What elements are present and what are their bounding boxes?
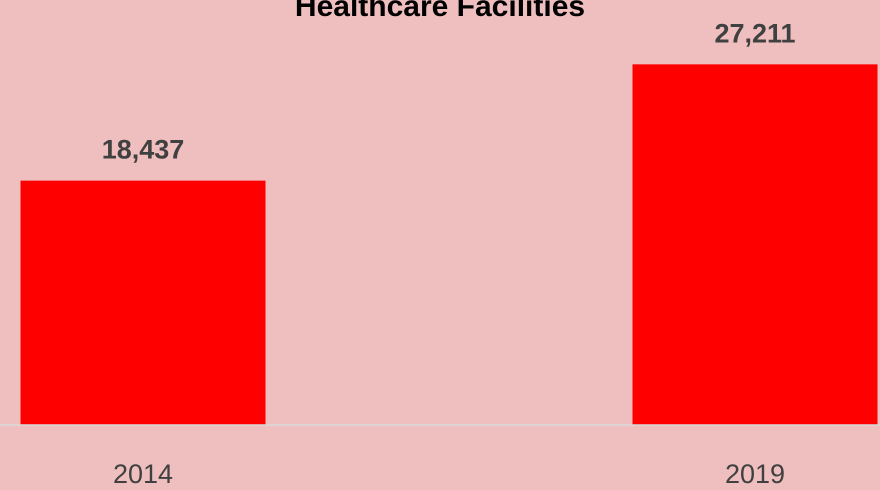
bar-2019: [632, 64, 878, 425]
x-tick-label-2014: 2014: [113, 459, 173, 489]
labels-layer: 18,437 2014 27,211 2019: [102, 18, 796, 489]
chart-title: Healthcare Facilities: [295, 0, 585, 23]
data-label-2014: 18,437: [102, 135, 185, 165]
x-tick-label-2019: 2019: [725, 459, 785, 489]
bars-layer: [20, 64, 878, 425]
data-label-2019: 27,211: [714, 18, 795, 48]
bar-2014: [20, 180, 266, 425]
